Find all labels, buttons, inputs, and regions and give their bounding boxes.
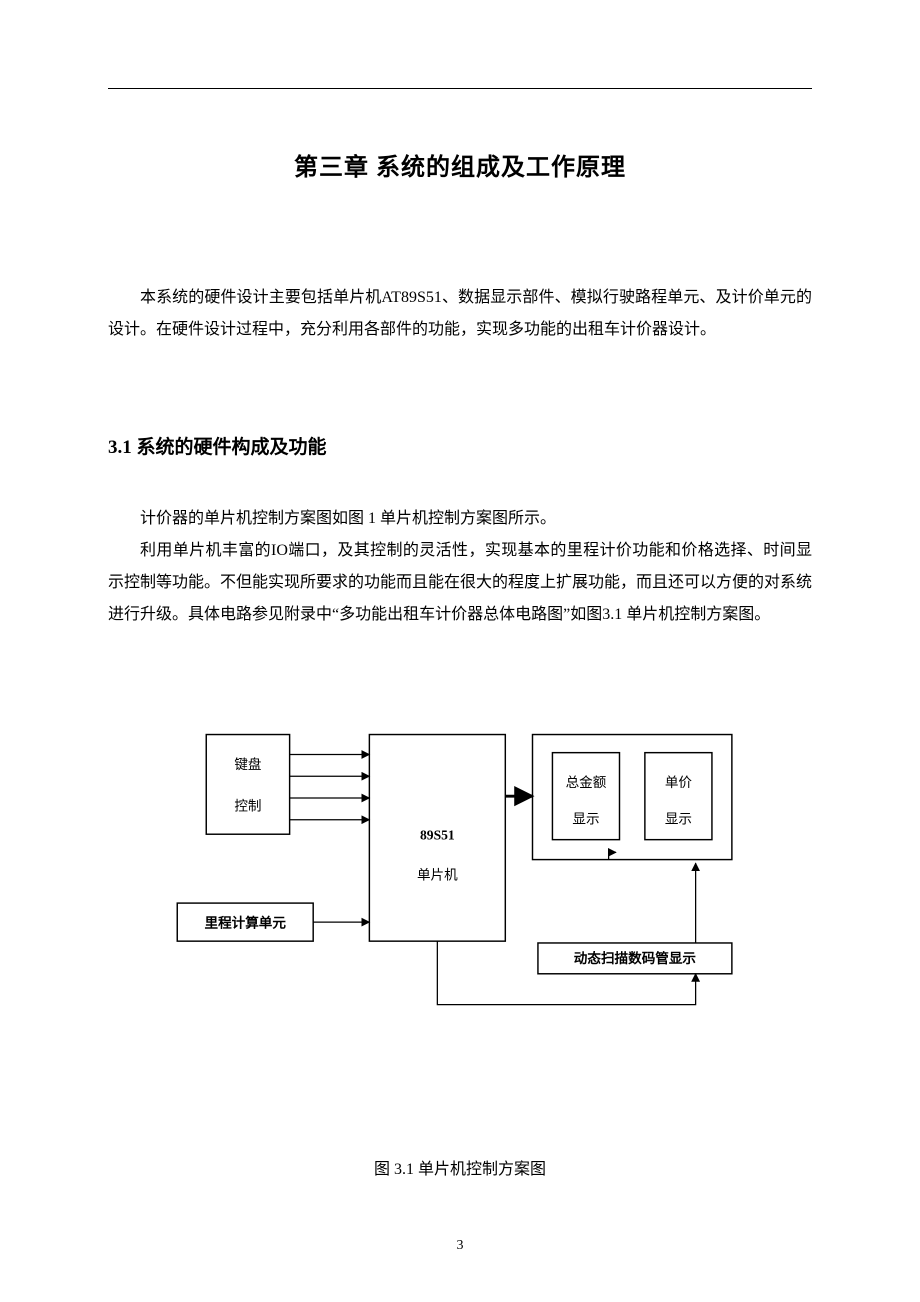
node-keyboard-line2: 控制 <box>234 799 261 814</box>
page-number: 3 <box>0 1238 920 1254</box>
node-scan-line1: 动态扫描数码管显示 <box>574 950 697 966</box>
node-mileage-line1: 里程计算单元 <box>204 915 286 931</box>
node-mcu-line2: 单片机 <box>417 868 458 883</box>
node-price-line1: 单价 <box>665 775 693 790</box>
section-3-1-p1: 计价器的单片机控制方案图如图 1 单片机控制方案图所示。 <box>108 503 812 535</box>
mcu-diagram: 键盘 控制 89S51 单片机 总金额 显示 单价 显示 里程计算单元 动态扫描… <box>108 715 812 1035</box>
node-price <box>645 753 712 840</box>
section-3-1-heading: 3.1 系统的硬件构成及功能 <box>108 432 812 459</box>
intro-paragraph: 本系统的硬件设计主要包括单片机AT89S51、数据显示部件、模拟行驶路程单元、及… <box>108 282 812 346</box>
node-keyboard-line1: 键盘 <box>234 756 261 772</box>
top-rule <box>108 88 812 89</box>
node-total-line1: 总金额 <box>566 775 607 790</box>
chapter-title: 第三章 系统的组成及工作原理 <box>108 147 812 182</box>
node-mcu-line1: 89S51 <box>420 828 455 843</box>
section-3-1-p2: 利用单片机丰富的IO端口，及其控制的灵活性，实现基本的里程计价功能和价格选择、时… <box>108 535 812 631</box>
figure-3-1-caption: 图 3.1 单片机控制方案图 <box>108 1155 812 1179</box>
node-total <box>552 753 619 840</box>
edge-display-hook <box>609 852 616 859</box>
node-total-line2: 显示 <box>572 811 599 826</box>
node-price-line2: 显示 <box>665 811 692 826</box>
node-keyboard <box>206 735 289 835</box>
